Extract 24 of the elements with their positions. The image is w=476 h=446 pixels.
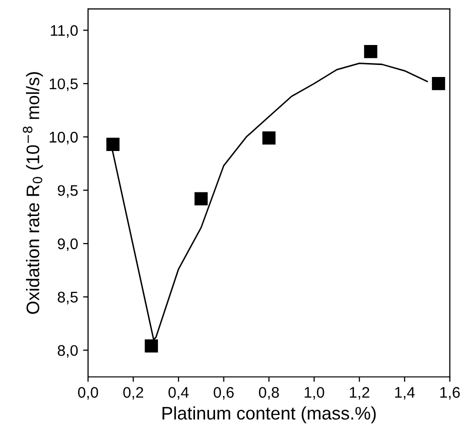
y-tick-label: 10,5: [50, 78, 78, 92]
x-tick-label: 0,0: [78, 386, 98, 400]
y-tick-label: 8,5: [58, 292, 78, 304]
x-tick-label: 0,8: [258, 386, 279, 400]
y-tick-label: 8,0: [58, 345, 78, 358]
x-tick-label: 0,6: [214, 386, 234, 400]
x-tick-label: 1,6: [440, 386, 460, 400]
point: [106, 138, 120, 151]
point: [144, 339, 158, 353]
y-axis-title: Oxidation rate R$_{0}$ (10$^{−8}$ mol/s): [22, 72, 43, 314]
point: [262, 131, 276, 145]
x-tick-label: 1,2: [350, 386, 370, 400]
y-tick-label: 9,0: [58, 238, 78, 252]
x-axis-title: Platinum content (mass.%): [162, 406, 376, 424]
point: [432, 76, 446, 90]
x-tick-label: 1,4: [395, 387, 415, 400]
x-tick-label: 0,2: [123, 386, 144, 400]
y-tick-label: 10,0: [50, 132, 78, 144]
y-tick-label: 9,5: [58, 185, 78, 198]
y-tick-label: 11,0: [50, 25, 78, 38]
x-tick-label: 1,0: [304, 386, 324, 400]
x-tick-label: 0,4: [168, 386, 189, 400]
point: [194, 192, 208, 206]
point: [364, 44, 378, 58]
